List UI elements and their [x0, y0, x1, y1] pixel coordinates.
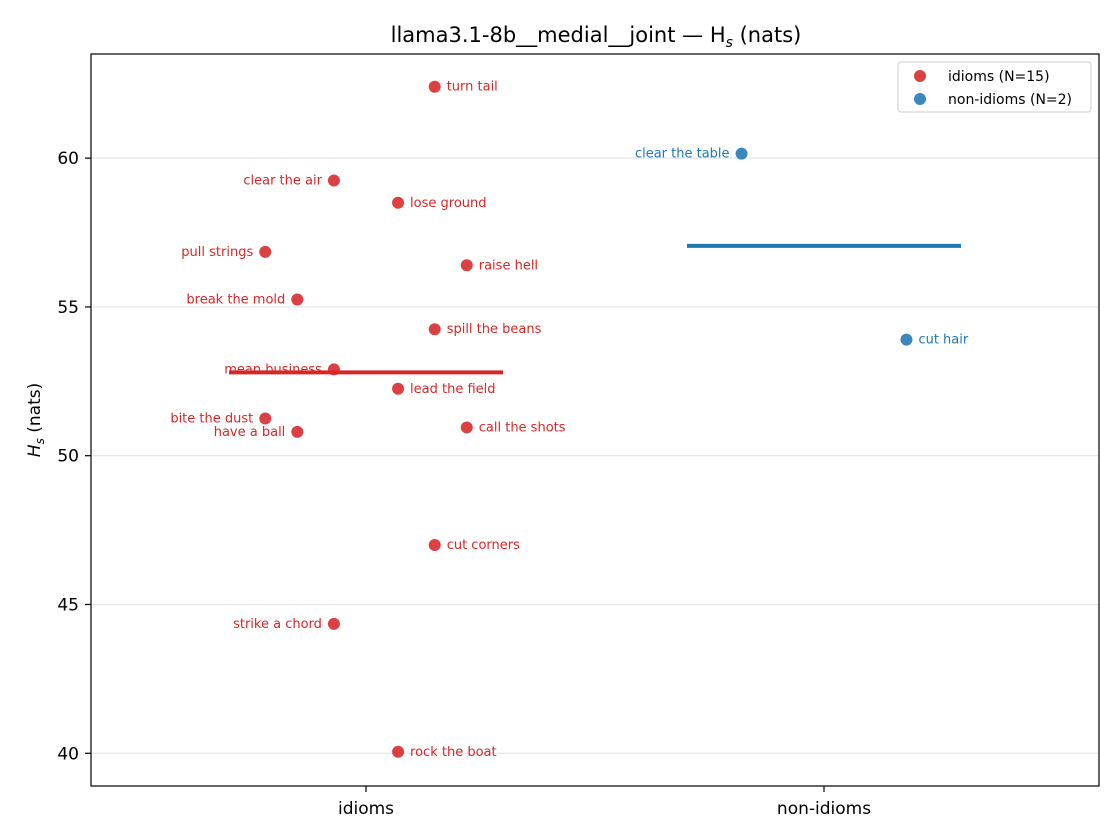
- point-label: mean business: [224, 362, 322, 377]
- data-point: [392, 745, 405, 758]
- data-point: [327, 363, 340, 376]
- y-tick-label: 50: [57, 447, 79, 467]
- data-point: [327, 617, 340, 630]
- y-tick-label: 60: [57, 149, 79, 169]
- legend: idioms (N=15) non-idioms (N=2): [897, 61, 1092, 113]
- data-point: [327, 174, 340, 187]
- data-point: [428, 538, 441, 551]
- plot-frame: [90, 53, 1100, 787]
- point-label: lose ground: [410, 196, 486, 211]
- gridlines: [91, 157, 1099, 754]
- point-labels: turn tail clear the air lose ground pull st…: [170, 80, 969, 760]
- point-label: bite the dust: [170, 412, 253, 427]
- data-point: [428, 323, 441, 336]
- point-label: rock the boat: [410, 745, 497, 760]
- y-tick-label: 55: [57, 298, 79, 318]
- chart-title-subscript: s: [726, 35, 733, 51]
- data-point: [291, 293, 304, 306]
- point-label: have a ball: [214, 425, 286, 440]
- data-point: [735, 147, 748, 160]
- point-label: lead the field: [410, 382, 495, 397]
- point-label: spill the beans: [447, 322, 542, 337]
- point-label: clear the air: [243, 173, 322, 188]
- data-point: [460, 421, 473, 434]
- data-point: [392, 382, 405, 395]
- y-axis-ticks: 40 45 50 55 60: [57, 149, 91, 764]
- chart-title: llama3.1-8b__medial__joint — Hs (nats): [391, 23, 802, 51]
- point-label: break the mold: [186, 292, 285, 307]
- y-tick-label: 40: [57, 744, 79, 764]
- point-label: call the shots: [479, 420, 566, 435]
- point-label: cut corners: [447, 538, 520, 553]
- data-point: [460, 259, 473, 272]
- y-axis-label-main: H: [25, 444, 45, 457]
- y-tick-label: 45: [57, 595, 79, 615]
- y-axis-label-suffix: (nats): [25, 383, 45, 438]
- y-axis-label: Hs (nats): [25, 383, 47, 457]
- legend-marker-non-idioms: [914, 93, 926, 105]
- data-point: [259, 245, 272, 258]
- point-label: clear the table: [635, 147, 730, 162]
- data-point: [259, 412, 272, 425]
- x-tick-label: idioms: [338, 799, 394, 819]
- point-label: pull strings: [181, 245, 253, 260]
- point-label: cut hair: [918, 333, 968, 348]
- chart-title-suffix: (nats): [733, 23, 801, 47]
- mean-lines: [229, 243, 961, 375]
- legend-label: non-idioms (N=2): [948, 92, 1072, 108]
- y-axis-label-subscript: s: [33, 438, 47, 444]
- legend-marker-idioms: [914, 70, 926, 82]
- data-points: [259, 80, 913, 758]
- data-point: [291, 425, 304, 438]
- data-point: [392, 196, 405, 209]
- legend-label: idioms (N=15): [948, 69, 1050, 85]
- x-axis-ticks: idioms non-idioms: [338, 786, 871, 819]
- legend-box: [897, 61, 1092, 113]
- data-point: [900, 333, 913, 346]
- x-tick-label: non-idioms: [777, 799, 871, 819]
- point-label: turn tail: [447, 80, 498, 95]
- point-label: strike a chord: [233, 617, 322, 632]
- data-point: [428, 80, 441, 93]
- point-label: raise hell: [479, 258, 538, 273]
